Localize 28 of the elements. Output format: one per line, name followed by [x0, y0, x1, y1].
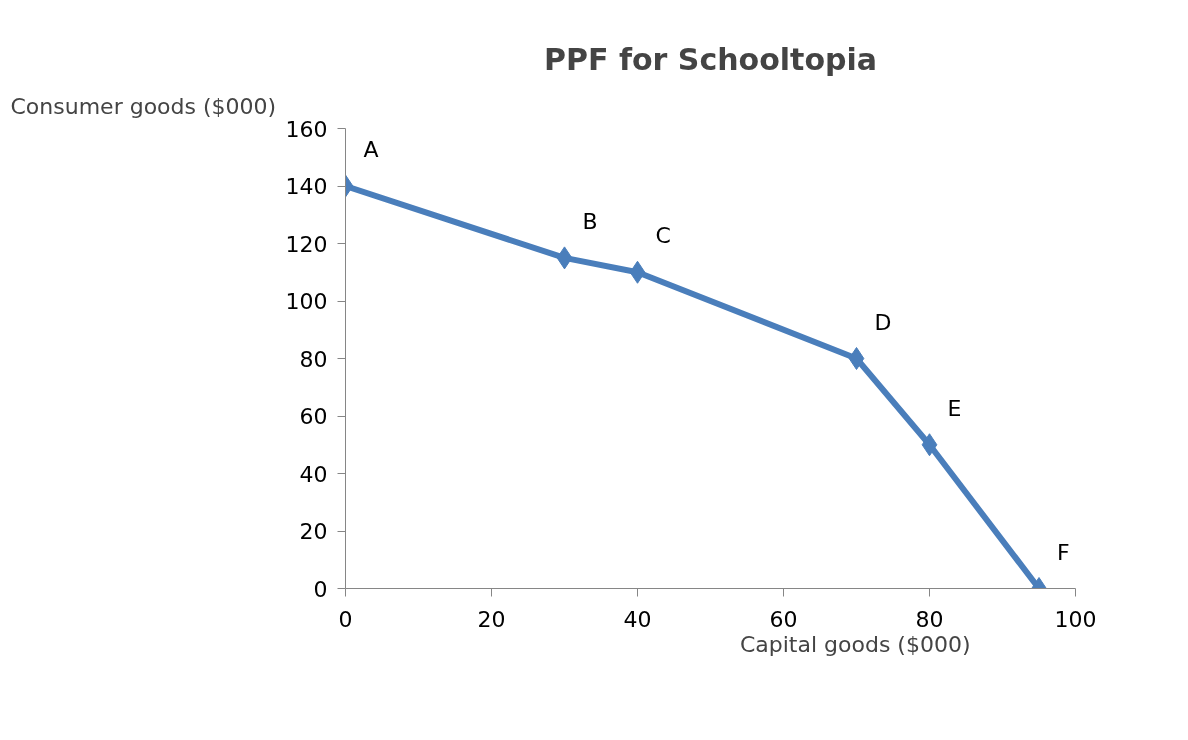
x-axis-title: Capital goods ($000)	[739, 631, 971, 657]
annotation: C	[655, 223, 671, 249]
y-axis-title: Consumer goods ($000)	[10, 93, 277, 119]
y-tick-label: 40	[299, 461, 328, 487]
annotation: E	[947, 395, 962, 421]
y-tick-label: 20	[299, 519, 328, 544]
x-tick-label: 20	[477, 606, 506, 632]
x-tick-label: 0	[338, 606, 353, 632]
y-tick-label: 120	[285, 231, 328, 257]
y-tick-label: 100	[285, 289, 328, 314]
x-tick-label: 100	[1054, 606, 1097, 632]
point	[848, 347, 865, 370]
y-tick-label: 80	[299, 346, 328, 372]
point	[921, 433, 938, 457]
y-tick-label: 160	[285, 116, 328, 142]
annotation: F	[1057, 539, 1070, 565]
x-tick-label: 60	[769, 606, 798, 632]
point	[629, 260, 646, 284]
y-tick-label: 0	[313, 576, 328, 602]
annotation: A	[363, 137, 379, 162]
point	[556, 246, 573, 270]
x-tick-label: 80	[915, 606, 944, 632]
chart-title: PPF for Schooltopia	[543, 41, 878, 77]
annotation: B	[582, 208, 598, 234]
y-tick-label: 140	[285, 174, 328, 199]
annotation: D	[874, 309, 892, 335]
x-tick-label: 40	[623, 606, 652, 632]
y-tick-label: 60	[299, 404, 328, 429]
